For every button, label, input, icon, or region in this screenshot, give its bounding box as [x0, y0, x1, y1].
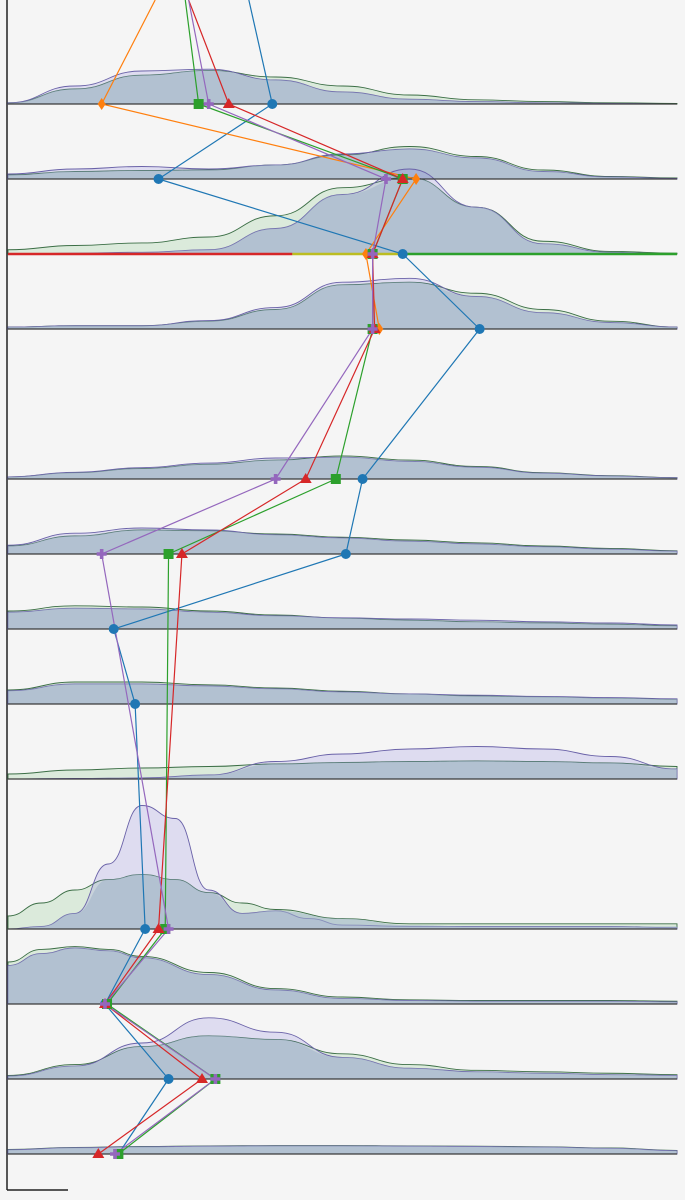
series-3-marker-axis-5	[330, 474, 341, 484]
series-5-marker-axis-3	[367, 249, 378, 259]
series-2-marker-axis-1	[97, 98, 106, 110]
series-3-marker-axis-6	[163, 549, 174, 559]
axis-layer	[8, 103, 677, 1155]
series-1-marker-axis-8	[130, 699, 141, 709]
series-1-marker-axis-5	[357, 474, 368, 484]
series-5-marker-axis-12	[210, 1074, 221, 1084]
series-4-marker-axis-12	[196, 1073, 209, 1083]
density-overlap-axis-5	[8, 457, 677, 479]
marker-layer	[92, 98, 485, 1159]
density-overlap-axis-13	[8, 1145, 677, 1154]
series-4-marker-axis-10	[152, 923, 165, 933]
density-overlap-axis-1	[8, 70, 677, 104]
series-4-marker-axis-13	[92, 1148, 105, 1158]
series-5-marker-axis-11	[100, 999, 111, 1009]
series-4-marker-axis-1	[222, 98, 235, 108]
series-5-marker-axis-13	[110, 1149, 121, 1159]
density-overlap-axis-11	[8, 948, 677, 1004]
density-overlap-axis-8	[8, 684, 677, 704]
series-2-marker-axis-2	[412, 173, 421, 185]
series-1-marker-axis-10	[140, 924, 151, 934]
series-1-marker-axis-1	[267, 99, 278, 109]
series-1-marker-axis-12	[163, 1074, 174, 1084]
density-overlap-axis-10	[8, 874, 677, 929]
density-overlap-axis-9	[8, 761, 677, 779]
density-layer	[7, 68, 678, 1155]
series-1-marker-axis-3	[397, 249, 408, 259]
series-4-marker-axis-6	[175, 548, 188, 558]
series-5-marker-axis-10	[163, 924, 174, 934]
density-overlap-axis-12	[8, 1035, 677, 1079]
series-4-marker-axis-2	[396, 173, 409, 183]
series-5-marker-axis-1	[203, 99, 214, 109]
series-3-marker-axis-1	[193, 99, 204, 109]
series-5-marker-axis-4	[367, 324, 378, 335]
series-1-marker-axis-6	[340, 549, 351, 559]
density-overlap-axis-3	[8, 177, 677, 254]
series-1-marker-axis-4	[474, 324, 485, 334]
density-overlap-axis-2	[8, 149, 677, 179]
series-1-marker-axis-7	[108, 624, 119, 634]
series-5-marker-axis-2	[380, 174, 391, 184]
series-5-marker-axis-6	[96, 549, 107, 559]
density-overlap-axis-4	[8, 282, 677, 329]
series-1-marker-axis-2	[153, 174, 164, 184]
density-overlap-axis-6	[8, 530, 677, 554]
series-4-marker-axis-5	[299, 473, 312, 483]
density-overlap-axis-7	[8, 608, 677, 629]
series-5-marker-axis-5	[270, 474, 281, 485]
